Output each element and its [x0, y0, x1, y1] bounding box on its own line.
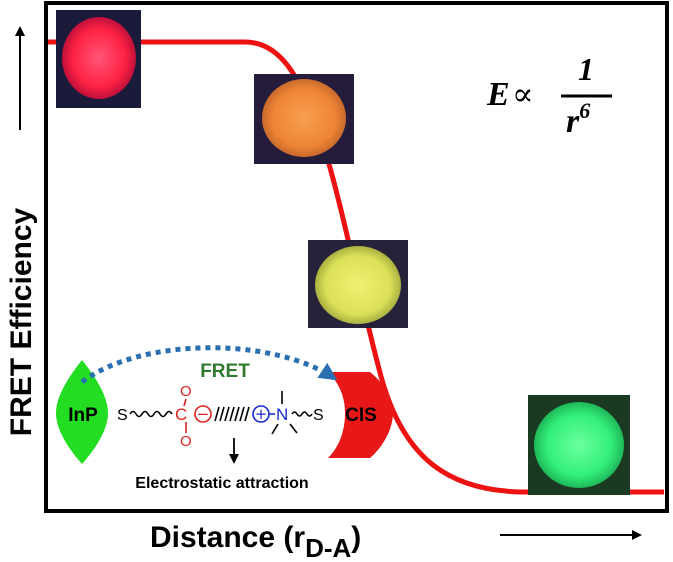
carboxyl-bond-top: [183, 398, 187, 407]
amine-nitrogen: N: [276, 405, 288, 424]
swatch-green: [528, 395, 630, 495]
anion-charge-icon: [194, 405, 212, 423]
equation-numerator: 1: [578, 51, 594, 87]
carboxyl-oxygen-bottom: O: [180, 433, 192, 450]
linker-chain-right: [291, 411, 313, 417]
equation-proportional: ∝: [512, 75, 534, 113]
fret-transfer-arrow: [80, 345, 338, 384]
swatch-yellow: [308, 240, 408, 328]
fret-scheme: InP CIS FRET S O C O − +: [56, 345, 393, 492]
electrostatic-hatch: [214, 406, 250, 422]
linker-sulfur-left: S: [117, 407, 128, 424]
x-axis-label-main: Distance (r: [150, 521, 305, 554]
cation-sign: +: [255, 405, 268, 423]
amine-methyls: [271, 391, 298, 435]
x-axis-label-close: ): [351, 521, 361, 554]
linker-sulfur-right: S: [313, 407, 324, 424]
carboxyl-oxygen-top: O: [180, 383, 192, 400]
x-axis-label: Distance (rD-A): [150, 521, 361, 562]
y-axis-label: FRET Efficiency: [5, 207, 38, 436]
fret-label: FRET: [200, 361, 250, 382]
acceptor-label: CIS: [345, 405, 377, 426]
donor-label: InP: [68, 405, 98, 426]
fret-equation: E ∝ 1 r6: [486, 51, 612, 140]
equation-lhs: E: [486, 76, 510, 113]
swatch-orange: [254, 74, 354, 164]
carboxyl-carbon: C: [175, 405, 187, 424]
equation-denominator-base: r: [566, 103, 580, 140]
x-axis-label-subscript: D-A: [305, 533, 351, 562]
plot-frame: [44, 1, 669, 513]
linker-chain-left: [129, 410, 173, 418]
equation-exponent: 6: [579, 98, 590, 123]
equation-denominator: r6: [566, 98, 590, 140]
donor-shape: [56, 360, 108, 464]
anion-sign: −: [197, 405, 210, 423]
attraction-label: Electrostatic attraction: [135, 475, 308, 492]
swatch-red: [56, 10, 141, 108]
acceptor-shape: [328, 372, 393, 458]
